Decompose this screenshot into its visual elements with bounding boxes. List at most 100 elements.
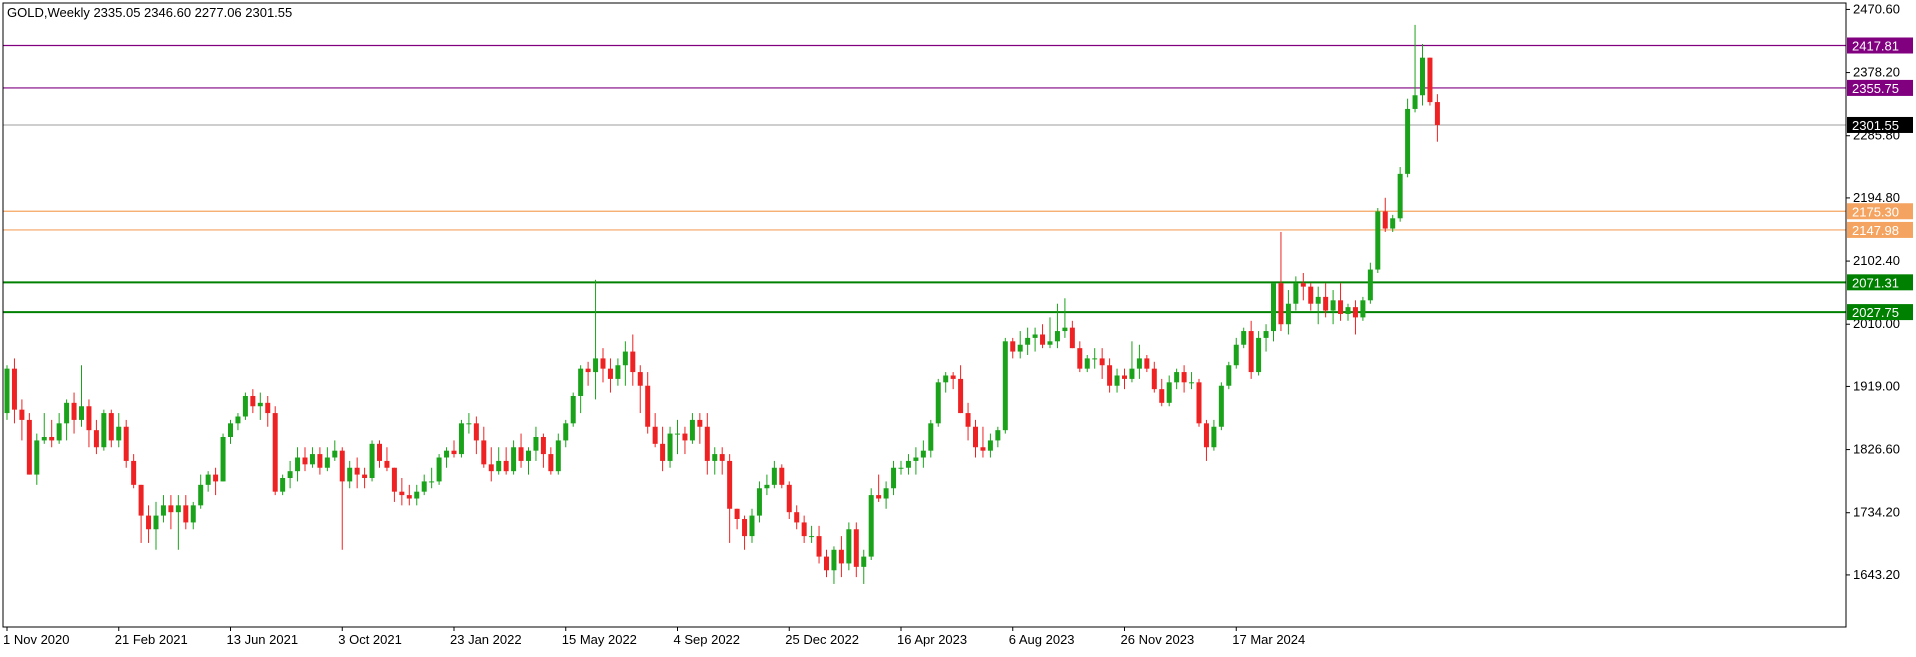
candle-46 — [347, 460, 353, 489]
candle-22 — [168, 495, 174, 530]
candle-body — [309, 454, 315, 465]
candle-63 — [473, 416, 479, 455]
candle-body — [160, 505, 166, 516]
candle-body — [853, 529, 859, 567]
candle-142 — [1062, 298, 1068, 338]
x-tick-label: 15 May 2022 — [562, 632, 637, 647]
candle-body — [607, 368, 613, 379]
candle-body — [1352, 307, 1358, 318]
candle-body — [1203, 423, 1209, 448]
candle-body — [399, 491, 405, 496]
candle-180 — [1345, 303, 1351, 321]
candle-158 — [1181, 365, 1187, 393]
candle-67 — [503, 447, 509, 475]
candle-1 — [11, 358, 17, 424]
candle-body — [585, 368, 591, 373]
level-tag-2147.98: 2147.98 — [1847, 221, 1913, 238]
candle-body — [1315, 296, 1321, 304]
candle-78 — [585, 361, 591, 386]
candle-body — [786, 484, 792, 513]
candle-body — [1278, 283, 1284, 325]
candle-104 — [779, 464, 785, 489]
candle-170 — [1271, 283, 1276, 342]
candle-body — [1211, 426, 1217, 448]
candle-111 — [831, 546, 837, 584]
candle-87 — [652, 413, 658, 448]
candle-body — [235, 416, 241, 424]
candle-body — [1248, 331, 1254, 373]
candle-body — [168, 505, 174, 513]
candle-14 — [108, 409, 114, 448]
x-tick-label: 16 Apr 2023 — [897, 632, 967, 647]
candle-body — [1345, 307, 1351, 314]
candle-body — [1025, 337, 1031, 345]
candle-129 — [965, 402, 971, 441]
candle-37 — [280, 474, 286, 496]
candle-32 — [242, 392, 248, 420]
candle-114 — [853, 522, 859, 578]
candle-body — [1330, 300, 1336, 311]
candle-125 — [935, 378, 941, 427]
candle-43 — [324, 447, 330, 472]
candle-183 — [1367, 262, 1373, 304]
candle-179 — [1338, 283, 1344, 321]
candle-body — [995, 430, 1001, 441]
candle-51 — [384, 447, 390, 472]
candle-42 — [317, 447, 323, 475]
candle-body — [1271, 283, 1276, 332]
x-tick-label: 1 Nov 2020 — [3, 632, 70, 647]
candle-171 — [1278, 231, 1284, 332]
candle-169 — [1263, 324, 1269, 352]
candle-128 — [958, 365, 964, 414]
candle-110 — [824, 549, 829, 578]
candle-body — [295, 457, 301, 472]
candle-body — [369, 443, 375, 479]
candle-body — [1308, 286, 1314, 304]
candle-184 — [1375, 208, 1381, 273]
candle-27 — [205, 471, 211, 492]
candle-body — [637, 372, 643, 386]
candle-30 — [228, 419, 233, 444]
candle-body — [593, 358, 599, 373]
candle-body — [704, 426, 710, 461]
level-tag-2071.31: 2071.31 — [1847, 274, 1913, 291]
candle-18 — [138, 484, 144, 543]
candle-body — [1285, 303, 1291, 325]
candle-body — [1390, 218, 1396, 229]
x-tick-label: 6 Aug 2023 — [1009, 632, 1075, 647]
candle-body — [1218, 385, 1224, 427]
candle-body — [4, 368, 10, 414]
candle-146 — [1092, 348, 1098, 369]
candle-body — [324, 457, 330, 468]
candle-body — [548, 454, 554, 472]
level-tag-bg — [1847, 274, 1913, 291]
x-tick-label: 4 Sep 2022 — [674, 632, 741, 647]
candle-body — [436, 457, 442, 482]
candle-body — [973, 426, 978, 448]
candle-body — [1256, 337, 1262, 373]
candle-186 — [1390, 214, 1396, 232]
candle-body — [280, 478, 286, 492]
candle-body — [503, 460, 509, 472]
candle-body — [1062, 327, 1068, 332]
candle-134 — [1002, 337, 1008, 434]
candle-body — [667, 433, 673, 461]
candle-23 — [175, 495, 181, 550]
candle-body — [421, 481, 427, 492]
candle-body — [1263, 331, 1269, 338]
x-tick-label: 26 Nov 2023 — [1121, 632, 1195, 647]
candle-13 — [101, 409, 107, 451]
candle-135 — [1010, 337, 1016, 359]
candle-56 — [421, 474, 427, 496]
candle-4 — [34, 433, 40, 485]
candle-172 — [1285, 290, 1291, 335]
candle-60 — [451, 440, 457, 458]
candle-body — [317, 454, 323, 468]
candle-39 — [295, 447, 301, 482]
candle-28 — [213, 467, 219, 496]
candle-7 — [56, 413, 62, 444]
candle-95 — [712, 447, 718, 475]
candle-36 — [272, 406, 278, 496]
